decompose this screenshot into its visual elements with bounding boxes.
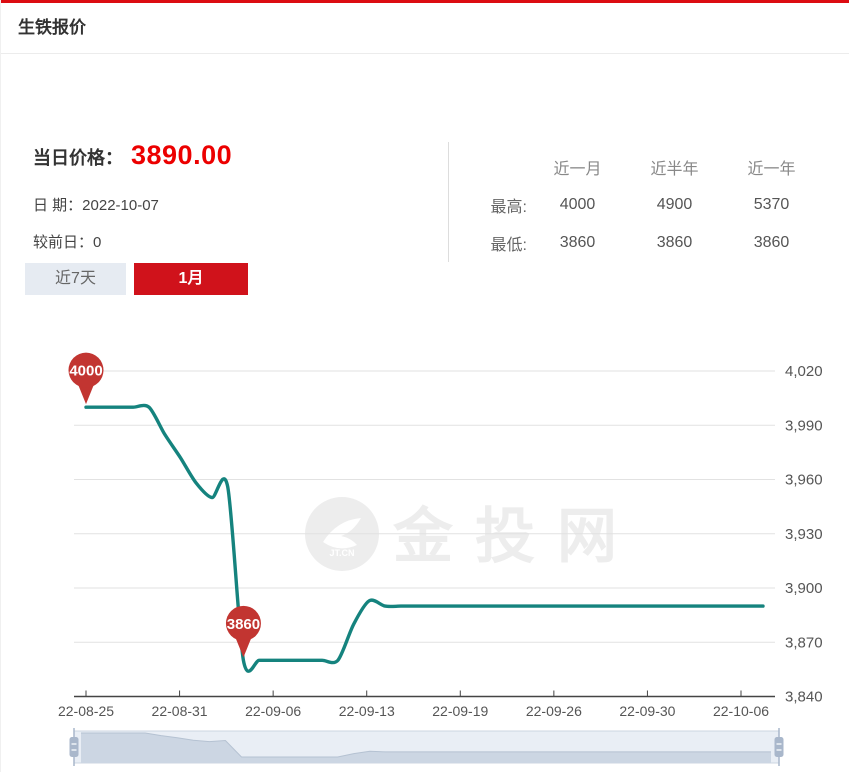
- watermark-logo-text: JT.CN: [329, 548, 354, 558]
- pin-bubble: [225, 605, 261, 641]
- handle-grip: [774, 737, 784, 757]
- y-tick-label: 4,020: [785, 363, 823, 380]
- pin-tip: [77, 383, 95, 405]
- pin-tip: [234, 636, 252, 658]
- page-title: 生铁报价: [18, 18, 86, 37]
- change-row: 较前日：0: [33, 231, 101, 252]
- stats-high-year: 5370: [753, 196, 790, 213]
- pin-bubble: [68, 352, 104, 388]
- current-price-label: 当日价格：: [33, 148, 123, 168]
- slider-handle-right[interactable]: [774, 728, 784, 766]
- tab-1month[interactable]: 1月: [134, 263, 248, 295]
- y-axis-labels: 3,840 3,870 3,900 3,930 3,960 3,990 4,020: [785, 363, 823, 706]
- date-value: 2022-10-07: [82, 197, 159, 214]
- date-label: 日 期：: [33, 197, 83, 214]
- stats-col-year: 近一年: [747, 161, 796, 178]
- tab-7days[interactable]: 近7天: [25, 263, 126, 295]
- slider-mini-area: [81, 733, 771, 763]
- pin-label: 3860: [227, 616, 260, 633]
- gridlines: [74, 370, 775, 643]
- x-tick-label: 22-08-31: [152, 703, 208, 719]
- x-tick-label: 22-09-06: [245, 703, 301, 719]
- top-accent-bar: [1, 0, 849, 3]
- vertical-divider: [448, 142, 449, 262]
- stats-high-month: 4000: [559, 196, 596, 213]
- min-marker-pin: 3860: [225, 605, 261, 658]
- data-zoom-slider: [69, 728, 784, 766]
- x-axis: 22-08-25 22-08-31 22-09-06 22-09-13 22-09-19…: [58, 690, 775, 719]
- stats-low-year: 3860: [753, 234, 790, 251]
- y-tick-label: 3,930: [785, 526, 823, 543]
- price-chart: JT.CN 金投网 3,840 3,870 3,900 3,930 3,960 3,990 4,…: [1, 330, 849, 772]
- y-tick-label: 3,990: [785, 417, 823, 434]
- slider-handle-left[interactable]: [69, 728, 79, 766]
- page-header: 生铁报价: [1, 3, 849, 54]
- watermark-bird-icon: [323, 518, 361, 549]
- x-tick-label: 22-09-30: [619, 703, 675, 719]
- current-price-row: 当日价格： 3890.00: [33, 140, 232, 171]
- y-tick-label: 3,900: [785, 580, 823, 597]
- current-price-value: 3890.00: [131, 140, 233, 170]
- y-tick-label: 3,870: [785, 634, 823, 651]
- slider-mini-line: [81, 732, 771, 758]
- change-value: 0: [93, 234, 102, 251]
- price-line-chart-svg: JT.CN 金投网 3,840 3,870 3,900 3,930 3,960 3,990 4,…: [58, 352, 823, 766]
- stats-table: 近一月 近半年 近一年 最高: 4000 4900 5370 最低: 3860 …: [471, 148, 820, 262]
- pin-label: 4000: [69, 363, 102, 380]
- watermark-text: 金投网: [393, 503, 639, 570]
- stats-row-high-label: 最高:: [490, 199, 527, 216]
- handle-grip: [69, 737, 79, 757]
- stats-low-month: 3860: [559, 234, 596, 251]
- x-tick-label: 22-09-26: [526, 703, 582, 719]
- stats-col-halfyear: 近半年: [650, 161, 699, 178]
- date-row: 日 期：2022-10-07: [33, 194, 159, 215]
- stats-low-halfyear: 3860: [656, 234, 693, 251]
- y-tick-label: 3,840: [785, 689, 823, 706]
- x-tick-label: 22-10-06: [713, 703, 769, 719]
- change-label: 较前日：: [33, 234, 94, 251]
- watermark: JT.CN 金投网: [305, 497, 639, 571]
- price-line-series: [84, 403, 765, 673]
- stats-row-low-label: 最低:: [490, 237, 527, 254]
- stats-col-month: 近一月: [553, 161, 602, 178]
- y-tick-label: 3,960: [785, 472, 823, 489]
- x-tick-label: 22-09-13: [339, 703, 395, 719]
- range-tabs: 近7天 1月: [25, 263, 248, 295]
- stats-high-halfyear: 4900: [656, 196, 693, 213]
- x-tick-label: 22-09-19: [432, 703, 488, 719]
- summary-panel: 当日价格： 3890.00 日 期：2022-10-07 较前日：0 近一月 近…: [1, 54, 849, 262]
- max-marker-pin: 4000: [68, 352, 104, 405]
- x-tick-label: 22-08-25: [58, 703, 114, 719]
